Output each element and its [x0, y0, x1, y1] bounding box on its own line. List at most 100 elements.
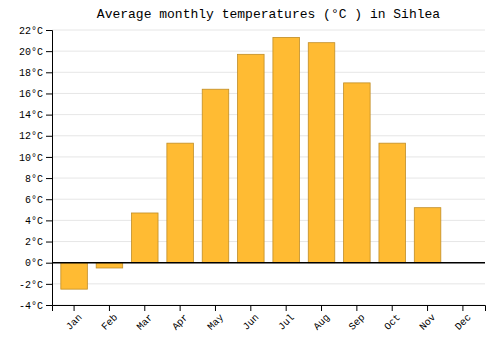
y-tick-mark [46, 284, 52, 285]
grid-line [52, 30, 485, 31]
y-tick: 16°C [19, 89, 52, 100]
x-tick-label: Oct [382, 312, 403, 333]
y-tick-label: 2°C [25, 237, 43, 248]
y-tick: 8°C [25, 174, 52, 185]
grid [52, 30, 485, 305]
y-tick: 14°C [19, 110, 52, 121]
x-tick-label: Nov [418, 312, 439, 333]
x-tick: Jun [241, 305, 262, 333]
y-tick-label: 20°C [19, 47, 43, 58]
grid-line [52, 156, 485, 157]
y-tick-label: 10°C [19, 153, 43, 164]
x-tick: May [206, 305, 227, 333]
y-tick-mark [46, 115, 52, 116]
y-axis: -4°C -2°C 0°C 2°C 4°C 6°C 8°C 10°C 12°C 14°C 16°C 1… [19, 26, 53, 312]
x-tick-mark [462, 305, 463, 311]
y-tick: 4°C [25, 216, 52, 227]
y-tick-label: 16°C [19, 89, 43, 100]
chart: -4°C -2°C 0°C 2°C 4°C 6°C 8°C 10°C 12°C 14°C 16°C 1… [0, 0, 500, 350]
x-tick: Mar [135, 305, 156, 333]
x-tick-mark [392, 305, 393, 311]
grid-line [52, 114, 485, 115]
bars [61, 37, 441, 289]
x-tick: Dec [453, 305, 474, 333]
grid-line [52, 178, 485, 179]
x-tick-label: Aug [312, 312, 333, 333]
x-tick-mark [427, 305, 428, 311]
zero-line [52, 262, 485, 264]
y-tick: 12°C [19, 131, 52, 142]
y-tick-mark [46, 263, 52, 264]
y-tick-mark [46, 30, 52, 31]
y-tick-mark [46, 136, 52, 137]
grid-line [52, 135, 485, 136]
x-tick: Feb [100, 305, 121, 333]
x-tick-label: Jul [276, 312, 297, 333]
y-tick-label: 12°C [19, 131, 43, 142]
y-tick: 18°C [19, 68, 52, 79]
y-tick-mark [46, 72, 52, 73]
x-tick: Jan [64, 305, 85, 333]
bar [273, 37, 300, 262]
bar [61, 263, 88, 289]
x-tick-mark [180, 305, 181, 311]
x-tick-label: Jan [64, 312, 85, 333]
x-tick: Apr [170, 305, 191, 333]
x-tick: Oct [382, 305, 403, 333]
y-tick-label: 18°C [19, 68, 43, 79]
x-tick-mark [74, 305, 75, 311]
x-tick: Nov [418, 305, 439, 333]
y-tick: 2°C [25, 237, 52, 248]
x-tick-mark [144, 305, 145, 311]
y-tick-mark [46, 157, 52, 158]
y-tick-mark [46, 178, 52, 179]
grid-line [52, 72, 485, 73]
x-tick-label: Apr [170, 312, 191, 333]
y-tick: -4°C [19, 301, 52, 312]
x-tick-label: Dec [453, 312, 474, 333]
y-tick: 0°C [25, 258, 52, 269]
grid-line [52, 283, 485, 284]
y-tick: 22°C [19, 26, 52, 37]
y-tick-label: 8°C [25, 174, 43, 185]
x-axis-line [53, 306, 486, 312]
y-tick-label: 4°C [25, 216, 43, 227]
y-tick-mark [46, 93, 52, 94]
bar [132, 213, 159, 263]
bar [344, 83, 371, 263]
x-tick-label: Mar [135, 312, 156, 333]
grid-line [52, 199, 485, 200]
x-tick-label: Jun [241, 312, 262, 333]
y-tick-label: -4°C [19, 301, 43, 312]
grid-line [52, 93, 485, 94]
bar [308, 43, 335, 263]
x-tick-mark [215, 305, 216, 311]
y-tick-mark [46, 220, 52, 221]
grid-line [52, 262, 485, 263]
y-tick: 20°C [19, 47, 52, 58]
bar [96, 263, 123, 268]
x-tick-mark [250, 305, 251, 311]
x-tick-label: Sep [347, 312, 368, 333]
y-tick-mark [46, 199, 52, 200]
y-tick-label: -2°C [19, 280, 43, 291]
y-tick: -2°C [19, 280, 52, 291]
y-tick-mark [46, 51, 52, 52]
y-tick: 6°C [25, 195, 52, 206]
x-tick: Sep [347, 305, 368, 333]
x-tick-label: May [206, 312, 227, 333]
bar [238, 54, 265, 262]
x-tick-mark [109, 305, 110, 311]
y-tick-label: 6°C [25, 195, 43, 206]
plot: -4°C -2°C 0°C 2°C 4°C 6°C 8°C 10°C 12°C 14°C 16°C 1… [19, 26, 486, 333]
x-tick: Aug [312, 305, 333, 333]
title: Average monthly temperatures (°C ) in Si… [97, 7, 440, 22]
grid-line [52, 51, 485, 52]
y-tick-label: 22°C [19, 26, 43, 37]
bar [167, 143, 194, 263]
y-tick-mark [46, 242, 52, 243]
y-tick-label: 0°C [25, 258, 43, 269]
x-tick-label: Feb [100, 312, 121, 333]
bar [379, 143, 406, 263]
x-tick-mark [321, 305, 322, 311]
